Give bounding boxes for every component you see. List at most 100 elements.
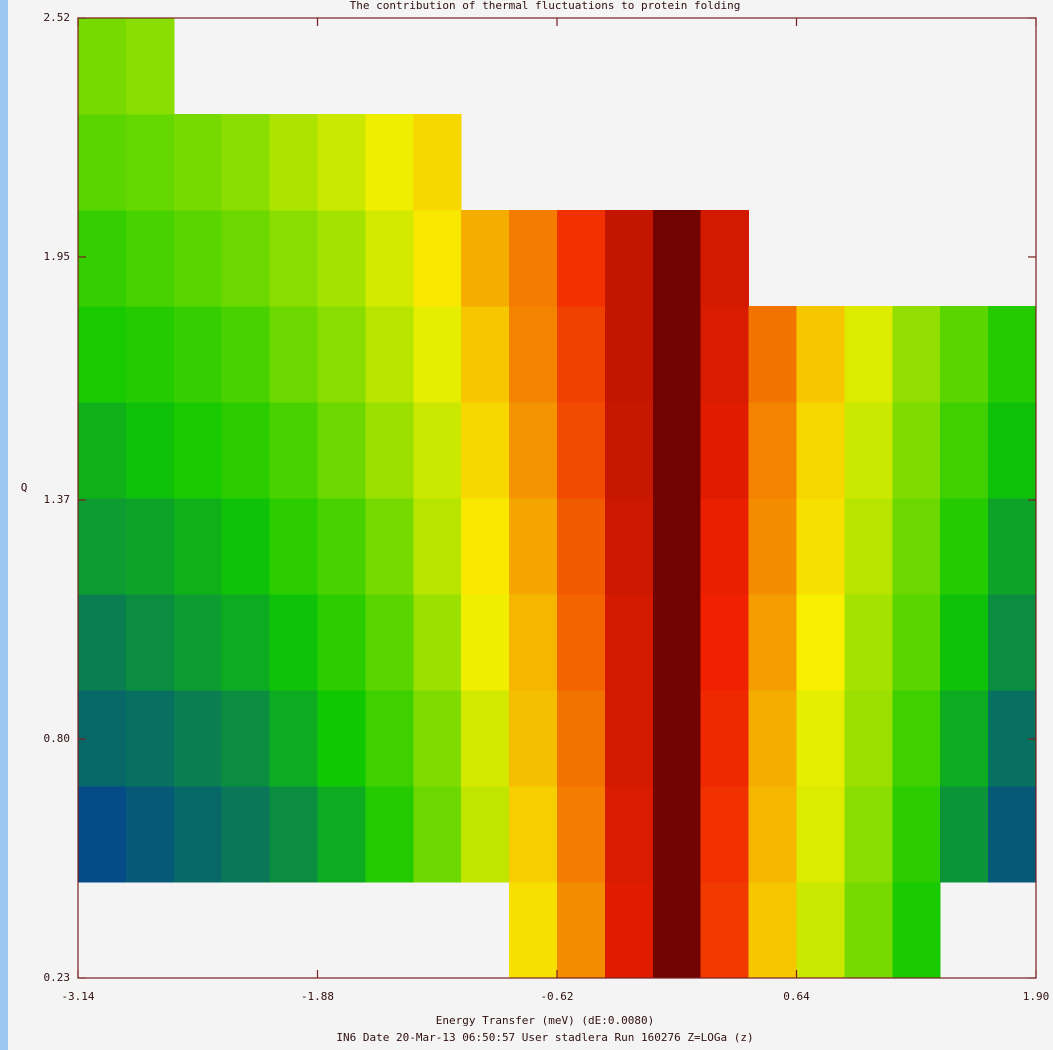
heatmap-cell — [78, 306, 127, 403]
heatmap-cell — [413, 786, 462, 883]
heatmap-cell — [557, 882, 606, 979]
heatmap-cell — [221, 594, 271, 691]
heatmap-cell — [604, 498, 654, 595]
heatmap-cell — [78, 402, 127, 499]
heatmap-cell — [700, 786, 750, 883]
heatmap-cell — [269, 690, 318, 787]
heatmap-cell — [796, 690, 845, 787]
heatmap-cell — [269, 498, 318, 595]
heatmap-cell — [509, 882, 558, 979]
heatmap-cell — [700, 882, 750, 979]
heatmap-cell — [173, 690, 223, 787]
heatmap-cell — [652, 786, 702, 883]
heatmap-cell — [652, 306, 702, 403]
heatmap-cell — [365, 498, 414, 595]
x-tick-label: -3.14 — [61, 990, 94, 1003]
heatmap-cell — [509, 402, 558, 499]
x-tick-label: 0.64 — [783, 990, 810, 1003]
heatmap-cell — [604, 882, 654, 979]
heatmap-cell — [557, 498, 606, 595]
heatmap-cell — [988, 402, 1037, 499]
heatmap-cell — [173, 306, 223, 403]
heatmap-cell — [748, 402, 797, 499]
heatmap-cell — [700, 210, 750, 307]
heatmap-cell — [604, 594, 654, 691]
heatmap-cell — [604, 786, 654, 883]
heatmap-cell — [940, 690, 989, 787]
heatmap-cell — [78, 594, 127, 691]
heatmap-cell — [461, 786, 510, 883]
heatmap-cell — [509, 690, 558, 787]
heatmap-cell — [748, 594, 797, 691]
heatmap-cell — [173, 114, 223, 211]
heatmap-cell — [461, 690, 510, 787]
heatmap-cell — [604, 690, 654, 787]
heatmap-cell — [557, 210, 606, 307]
heatmap-cell — [604, 402, 654, 499]
heatmap-cell — [700, 690, 750, 787]
y-tick-label: 1.95 — [44, 250, 71, 263]
heatmap-cell — [317, 690, 366, 787]
heatmap-cell — [844, 402, 893, 499]
heatmap-cell — [700, 498, 750, 595]
heatmap-cell — [844, 306, 893, 403]
heatmap-cell — [509, 210, 558, 307]
heatmap-cell — [317, 306, 366, 403]
footer: IN6 Date 20-Mar-13 06:50:57 User stadler… — [336, 1031, 753, 1044]
heatmap-cell — [173, 402, 223, 499]
heatmap-cell — [988, 690, 1037, 787]
heatmap-cell — [461, 498, 510, 595]
heatmap-cell — [317, 594, 366, 691]
heatmap-cell — [892, 594, 941, 691]
heatmap-cell — [413, 306, 462, 403]
heatmap-cell — [844, 786, 893, 883]
heatmap-cell — [269, 402, 318, 499]
heatmap-cell — [748, 690, 797, 787]
heatmap-cell — [365, 210, 414, 307]
y-tick-label: 1.37 — [44, 493, 71, 506]
heatmap-cell — [604, 210, 654, 307]
heatmap-cell — [221, 210, 271, 307]
heatmap-cell — [269, 594, 318, 691]
heatmap-cell — [557, 402, 606, 499]
chart-title: The contribution of thermal fluctuations… — [350, 0, 741, 12]
heatmap-cell — [940, 498, 989, 595]
heatmap-cell — [652, 882, 702, 979]
heatmap-cell — [604, 306, 654, 403]
heatmap-cell — [125, 498, 175, 595]
heatmap-cell — [317, 786, 366, 883]
heatmap-cell — [78, 786, 127, 883]
heatmap-cell — [892, 498, 941, 595]
heatmap-cell — [557, 690, 606, 787]
heatmap-cell — [461, 594, 510, 691]
y-tick-label: 2.52 — [44, 11, 71, 24]
heatmap-cell — [78, 210, 127, 307]
heatmap-cell — [509, 594, 558, 691]
heatmap-cell — [317, 114, 366, 211]
heatmap-cell — [988, 594, 1037, 691]
heatmap-cell — [125, 210, 175, 307]
heatmap-cell — [221, 690, 271, 787]
heatmap-cell — [125, 402, 175, 499]
y-tick-label: 0.23 — [44, 971, 71, 984]
heatmap-cell — [940, 786, 989, 883]
heatmap-cell — [221, 402, 271, 499]
heatmap-cell — [988, 786, 1037, 883]
heatmap-cell — [796, 306, 845, 403]
heatmap-cell — [365, 690, 414, 787]
heatmap-cell — [365, 786, 414, 883]
heatmap-cell — [940, 306, 989, 403]
y-axis-label: Q — [21, 481, 28, 494]
heatmap-cell — [940, 402, 989, 499]
heatmap-cell — [509, 498, 558, 595]
heatmap-cell — [461, 210, 510, 307]
heatmap-cell — [892, 690, 941, 787]
heatmap-cell — [173, 594, 223, 691]
heatmap-cell — [78, 114, 127, 211]
heatmap-cell — [652, 210, 702, 307]
heatmap-cell — [413, 690, 462, 787]
heatmap-cell — [700, 402, 750, 499]
x-tick-label: -0.62 — [540, 990, 573, 1003]
heatmap-cell — [461, 402, 510, 499]
